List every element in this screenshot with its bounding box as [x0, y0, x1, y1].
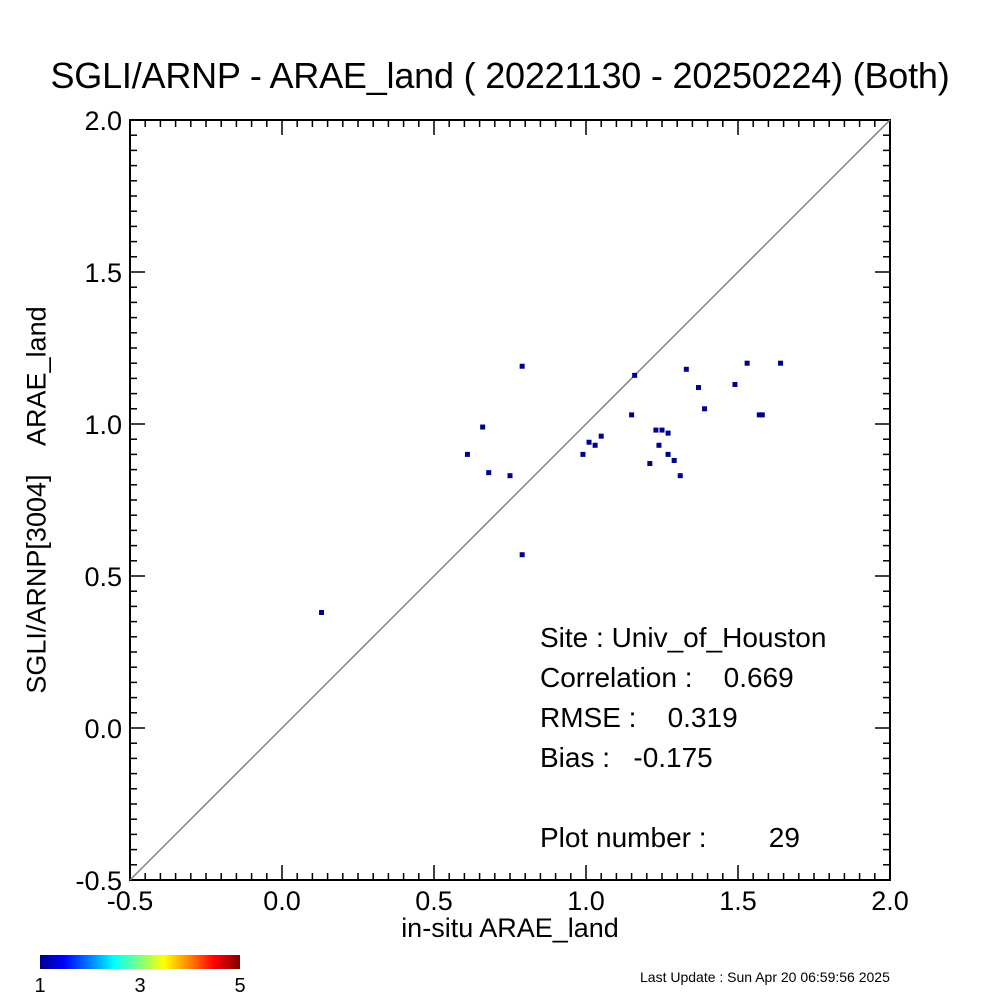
plot-number-label: Plot number : 29: [540, 822, 800, 853]
data-point: [653, 427, 659, 433]
data-point: [732, 381, 738, 387]
colorbar-label-mid: 3: [134, 975, 146, 997]
data-point: [586, 439, 592, 445]
site-label: Site : Univ_of_Houston: [540, 622, 827, 653]
data-point: [319, 609, 325, 615]
colorbar-label-max: 5: [234, 975, 246, 997]
last-update-text: Last Update : Sun Apr 20 06:59:56 2025: [640, 969, 890, 985]
data-point: [592, 442, 598, 448]
y-tick-label: 0.5: [84, 562, 122, 592]
data-point: [580, 451, 586, 457]
y-tick-label: 2.0: [84, 106, 122, 136]
rmse-label: RMSE : 0.319: [540, 702, 738, 733]
data-point: [629, 412, 635, 418]
y-tick-label: 1.5: [84, 258, 122, 288]
y-tick-label: 0.0: [84, 714, 122, 744]
data-point: [671, 457, 677, 463]
data-point: [744, 360, 750, 366]
data-point: [519, 552, 525, 558]
colorbar-label-min: 1: [34, 975, 46, 997]
data-point: [480, 424, 486, 430]
axis-ticks: [129, 119, 891, 881]
x-tick-label: 1.5: [719, 886, 757, 916]
x-tick-label: 0.5: [415, 886, 453, 916]
data-point: [519, 363, 525, 369]
y-axis-title: SGLI/ARNP[3004] ARAE_land: [21, 306, 52, 694]
data-point: [778, 360, 784, 366]
data-point: [702, 406, 708, 412]
data-point: [464, 451, 470, 457]
one-to-one-line: [129, 119, 891, 881]
x-tick-label: -0.5: [107, 886, 154, 916]
data-point: [756, 412, 762, 418]
data-point: [598, 433, 604, 439]
data-point: [683, 366, 689, 372]
y-tick-label: 1.0: [84, 410, 122, 440]
data-point: [677, 473, 683, 479]
x-axis-title: in-situ ARAE_land: [401, 913, 619, 943]
y-tick-label: -0.5: [75, 866, 122, 896]
data-point: [695, 385, 701, 391]
data-point: [656, 442, 662, 448]
data-point: [759, 412, 765, 418]
data-point: [486, 470, 492, 476]
axis-tick-labels: -0.5 0.0 0.5 1.0 1.5 2.0 -0.5 0.0 0.5 1.0 1.5 2.0: [75, 106, 908, 916]
colorbar: [40, 955, 240, 969]
data-point: [659, 427, 665, 433]
bias-label: Bias : -0.175: [540, 742, 713, 773]
x-tick-label: 2.0: [871, 886, 909, 916]
data-point: [665, 430, 671, 436]
correlation-label: Correlation : 0.669: [540, 662, 794, 693]
data-point: [632, 372, 638, 378]
x-tick-label: 0.0: [263, 886, 301, 916]
data-point: [647, 461, 653, 467]
chart-title: SGLI/ARNP - ARAE_land ( 20221130 - 20250…: [50, 55, 950, 96]
data-point: [507, 473, 513, 479]
x-tick-label: 1.0: [567, 886, 605, 916]
data-point: [665, 451, 671, 457]
data-points: [319, 360, 784, 615]
